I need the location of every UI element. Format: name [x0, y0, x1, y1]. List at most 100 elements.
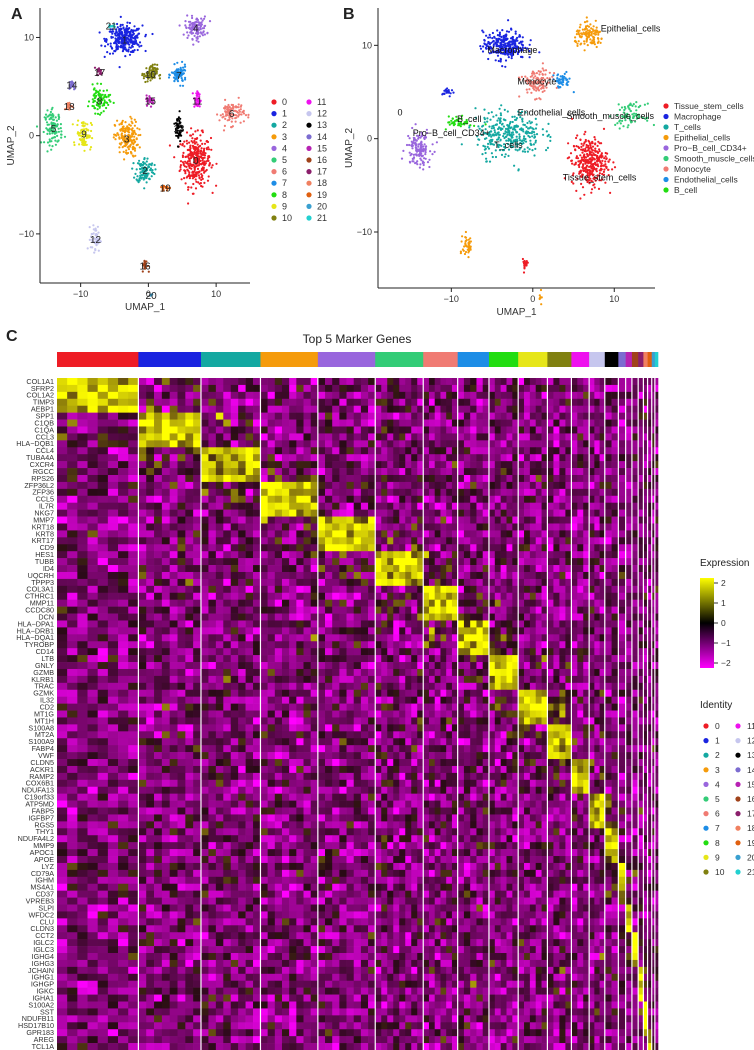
point	[453, 121, 456, 124]
y-tick-label: 10	[24, 32, 34, 42]
point	[585, 164, 589, 167]
heatmap-cell	[146, 468, 155, 476]
point	[415, 154, 418, 157]
point	[487, 36, 490, 39]
legend-label: 17	[317, 167, 327, 177]
heatmap-cell	[524, 384, 531, 393]
heatmap-cell	[405, 440, 412, 448]
heatmap-cell	[274, 481, 283, 490]
heatmap-cell	[310, 378, 319, 386]
point	[135, 29, 138, 32]
point	[501, 122, 504, 125]
heatmap-cell	[154, 474, 163, 483]
point	[596, 154, 599, 157]
point	[587, 35, 590, 38]
heatmap-cell	[589, 405, 595, 413]
point	[529, 122, 532, 125]
heatmap-cell	[476, 405, 484, 413]
point	[194, 130, 197, 133]
point	[424, 157, 427, 160]
point	[584, 130, 587, 133]
point	[579, 154, 582, 157]
point	[422, 168, 425, 171]
point	[89, 146, 93, 149]
heatmap-cell	[368, 412, 376, 420]
point	[408, 137, 411, 140]
point-cluster	[441, 87, 455, 98]
heatmap-cell	[230, 461, 239, 469]
heatmap-cell	[375, 419, 382, 427]
point	[485, 34, 488, 37]
point-cluster	[573, 16, 603, 52]
point	[574, 148, 577, 151]
heatmap-cell	[399, 461, 406, 469]
heatmap-cell	[482, 398, 490, 407]
point	[199, 144, 202, 147]
heatmap-cell	[559, 419, 566, 427]
heatmap-row	[57, 426, 659, 434]
heatmap-cell	[547, 461, 554, 469]
heatmap-cell	[77, 426, 88, 434]
point	[232, 114, 235, 117]
point	[514, 32, 517, 35]
point	[526, 146, 529, 149]
point	[237, 103, 240, 106]
point	[102, 102, 105, 105]
point	[51, 113, 54, 116]
heatmap-cell	[594, 468, 600, 476]
point	[506, 131, 509, 134]
point	[113, 41, 116, 44]
point	[598, 169, 601, 172]
heatmap-cell	[200, 426, 209, 434]
point	[233, 109, 236, 112]
heatmap-cell	[128, 454, 139, 462]
point	[535, 87, 538, 90]
heatmap-cell	[494, 474, 501, 483]
point	[543, 89, 546, 92]
point	[496, 29, 499, 32]
heatmap-cell	[494, 405, 501, 413]
point	[489, 36, 492, 39]
heatmap-cell	[488, 405, 496, 413]
point	[134, 172, 137, 175]
heatmap-cell	[524, 405, 531, 413]
point	[571, 162, 574, 165]
point	[431, 143, 434, 146]
heatmap-cell	[463, 461, 471, 469]
heatmap-cell	[440, 398, 447, 407]
point	[493, 36, 496, 39]
heatmap-cell	[177, 378, 186, 386]
legend-label: 10	[282, 213, 292, 223]
heatmap-cell	[325, 419, 333, 427]
heatmap-cell	[154, 426, 163, 434]
heatmap-cell	[161, 384, 170, 393]
point-cluster	[98, 15, 154, 69]
heatmap-cell	[547, 426, 554, 434]
heatmap-cell	[559, 426, 566, 434]
point	[130, 152, 133, 155]
point	[592, 167, 595, 171]
heatmap-cell	[146, 426, 155, 434]
point	[136, 127, 139, 130]
point	[84, 122, 87, 125]
heatmap-cell	[387, 474, 394, 483]
heatmap-cell	[583, 468, 590, 476]
heatmap-cell	[583, 391, 590, 400]
heatmap-cell	[571, 412, 578, 420]
point	[200, 178, 203, 181]
point	[484, 123, 487, 126]
heatmap-cell	[169, 447, 178, 455]
point	[596, 151, 600, 154]
heatmap-cell	[107, 468, 119, 476]
heatmap-cell	[506, 474, 513, 483]
heatmap-cell	[423, 440, 430, 448]
point	[592, 25, 595, 28]
heatmap-cell	[476, 468, 484, 476]
point	[201, 27, 204, 30]
heatmap-cell	[470, 426, 477, 434]
heatmap-cell	[547, 412, 554, 420]
heatmap-cell	[267, 419, 276, 427]
heatmap-cell	[604, 461, 612, 469]
heatmap-cell	[423, 474, 430, 483]
point	[518, 34, 521, 37]
